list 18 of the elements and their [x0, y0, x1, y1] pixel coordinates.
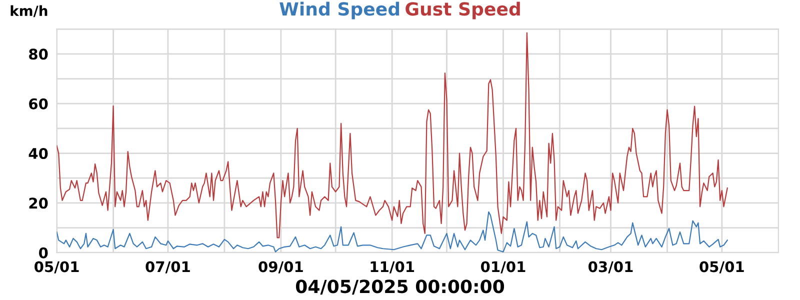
x-tick-label: 09/01 [258, 261, 303, 274]
x-tick-label: 03/01 [588, 261, 633, 274]
text: Wind Speed [280, 2, 400, 20]
x-tick-label: 07/01 [146, 261, 190, 274]
y-axis-title: km/h [10, 5, 48, 18]
x-tick-label: 05/01 [700, 261, 744, 274]
y-tick-label: 60 [29, 98, 48, 110]
y-tick-label: 0 [39, 247, 48, 258]
series-label: Gust Speed [406, 2, 520, 20]
y-tick-label: 20 [29, 198, 48, 209]
line-series [56, 211, 728, 252]
x-axis-title: 04/05/2025 00:00:00 [296, 280, 504, 295]
line-series [56, 32, 728, 238]
x-tick-label: 05/01 [34, 261, 79, 274]
y-tick-label: 80 [29, 48, 48, 60]
y-tick-label: 40 [28, 148, 48, 160]
x-tick-label: 11/01 [370, 261, 414, 274]
x-tick-label: 01/01 [480, 261, 526, 274]
